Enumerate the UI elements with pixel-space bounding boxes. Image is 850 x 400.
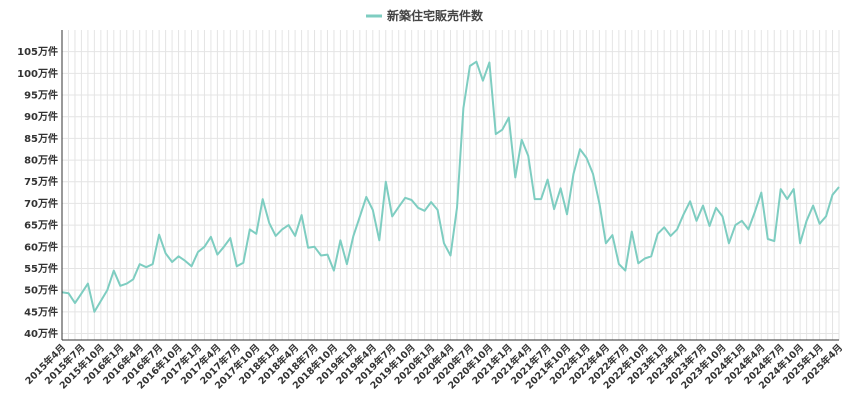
y-tick-label: 85万件 bbox=[24, 132, 58, 145]
y-axis: 40万件 45万件 50万件 55万件 60万件 65万件 70万件 75万件 80万件 85万件… bbox=[17, 45, 58, 340]
grid bbox=[61, 30, 840, 340]
y-tick-label: 55万件 bbox=[24, 262, 58, 275]
y-tick-label: 80万件 bbox=[24, 154, 58, 167]
y-tick-label: 95万件 bbox=[24, 89, 58, 102]
legend[interactable]: 新築住宅販売件数 bbox=[366, 8, 484, 23]
series-line-new-housing-sales bbox=[61, 60, 840, 313]
y-tick-label: 50万件 bbox=[24, 284, 58, 297]
y-tick-label: 105万件 bbox=[17, 45, 58, 58]
y-tick-label: 60万件 bbox=[24, 240, 58, 253]
y-tick-label: 45万件 bbox=[24, 305, 58, 318]
legend-label: 新築住宅販売件数 bbox=[387, 8, 484, 23]
y-tick-label: 65万件 bbox=[24, 219, 58, 232]
y-tick-label: 70万件 bbox=[24, 197, 58, 210]
y-tick-label: 40万件 bbox=[24, 327, 58, 340]
y-tick-label: 100万件 bbox=[17, 67, 58, 80]
y-tick-label: 90万件 bbox=[24, 110, 58, 123]
y-tick-label: 75万件 bbox=[24, 175, 58, 188]
x-axis: 2015年4月2015年7月2015年10月2016年1月2016年4月2016… bbox=[23, 342, 845, 392]
